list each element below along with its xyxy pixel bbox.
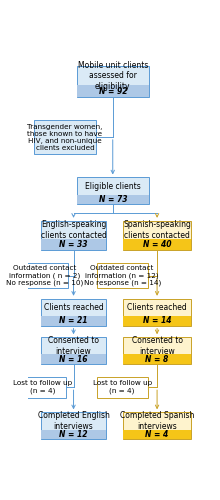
FancyBboxPatch shape [123, 430, 191, 439]
FancyBboxPatch shape [21, 263, 68, 288]
Text: Consented to
interview: Consented to interview [48, 336, 99, 355]
Text: English-speaking
clients contacted: English-speaking clients contacted [41, 220, 106, 240]
Text: N = 73: N = 73 [99, 195, 127, 204]
FancyBboxPatch shape [41, 412, 106, 439]
FancyBboxPatch shape [97, 376, 148, 398]
Text: Clients reached: Clients reached [127, 303, 187, 312]
FancyBboxPatch shape [41, 298, 106, 326]
FancyBboxPatch shape [41, 220, 106, 250]
Text: Spanish-speaking
clients contacted: Spanish-speaking clients contacted [123, 220, 191, 240]
FancyBboxPatch shape [41, 354, 106, 364]
Text: N = 21: N = 21 [59, 316, 88, 326]
Text: N = 8: N = 8 [145, 355, 169, 364]
FancyBboxPatch shape [123, 412, 191, 439]
FancyBboxPatch shape [20, 376, 66, 398]
Text: Transgender women,
those known to have
HIV, and non-unique
clients excluded: Transgender women, those known to have H… [27, 124, 103, 150]
Text: N = 40: N = 40 [143, 240, 171, 249]
Text: N = 92: N = 92 [99, 86, 127, 96]
Text: N = 12: N = 12 [59, 430, 88, 439]
FancyBboxPatch shape [123, 220, 191, 250]
Text: Outdated contact
information (n = 12)
No response (n = 14): Outdated contact information (n = 12) No… [84, 265, 161, 286]
FancyBboxPatch shape [77, 194, 148, 204]
Text: Consented to
interview: Consented to interview [132, 336, 183, 355]
FancyBboxPatch shape [123, 354, 191, 364]
FancyBboxPatch shape [41, 337, 106, 364]
Text: N = 33: N = 33 [59, 240, 88, 249]
FancyBboxPatch shape [123, 316, 191, 326]
FancyBboxPatch shape [123, 298, 191, 326]
FancyBboxPatch shape [41, 239, 106, 250]
FancyBboxPatch shape [77, 178, 148, 204]
Text: N = 4: N = 4 [145, 430, 169, 439]
FancyBboxPatch shape [41, 430, 106, 439]
Text: Completed English
interviews: Completed English interviews [38, 411, 110, 430]
FancyBboxPatch shape [77, 86, 148, 96]
Text: Clients reached: Clients reached [44, 303, 103, 312]
Text: Lost to follow up
(n = 4): Lost to follow up (n = 4) [92, 380, 152, 394]
FancyBboxPatch shape [34, 120, 96, 154]
Text: Completed Spanish
interviews: Completed Spanish interviews [120, 411, 194, 430]
Text: N = 16: N = 16 [59, 355, 88, 364]
FancyBboxPatch shape [97, 263, 148, 288]
FancyBboxPatch shape [123, 337, 191, 364]
Text: Outdated contact
information ( n = 2)
No response (n = 10): Outdated contact information ( n = 2) No… [6, 265, 83, 286]
FancyBboxPatch shape [123, 239, 191, 250]
Text: Eligible clients: Eligible clients [85, 182, 141, 190]
Text: Mobile unit clients
assessed for
eligibility: Mobile unit clients assessed for eligibi… [78, 60, 148, 90]
Text: Lost to follow up
(n = 4): Lost to follow up (n = 4) [13, 380, 72, 394]
FancyBboxPatch shape [41, 316, 106, 326]
FancyBboxPatch shape [77, 66, 148, 96]
Text: N = 14: N = 14 [143, 316, 171, 326]
